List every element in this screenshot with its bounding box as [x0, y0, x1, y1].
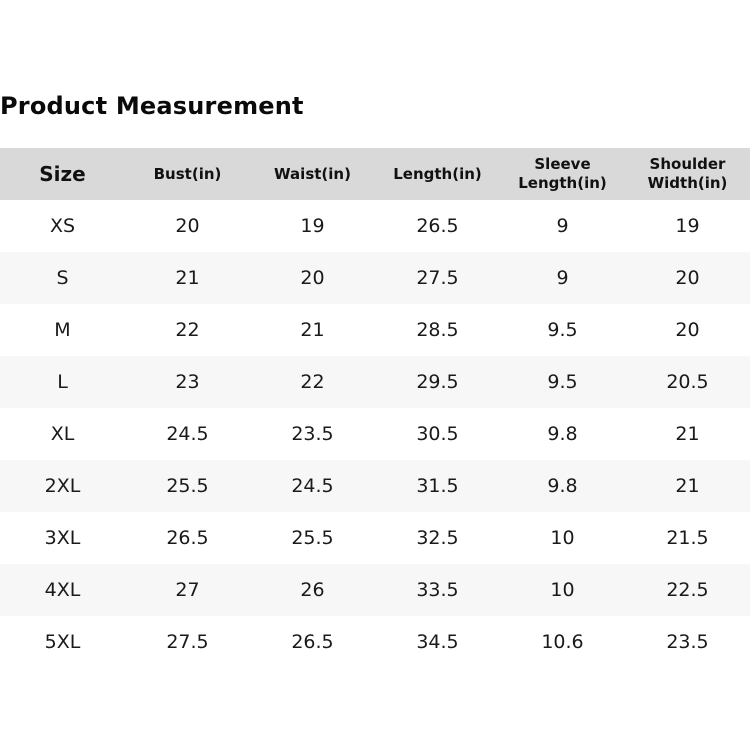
cell-sleeve-length: 9.8 [547, 475, 578, 497]
cell-size: 5XL [44, 631, 81, 653]
header-cell-bust: Bust(in) [125, 165, 250, 184]
cell-bust: 21 [175, 267, 200, 289]
cell-shoulder-width: 23.5 [666, 631, 709, 653]
table-row: 2XL 25.5 24.5 31.5 9.8 21 [0, 460, 750, 512]
cell-sleeve-length: 9.5 [547, 319, 578, 341]
header-line: Size [39, 161, 86, 186]
cell-length: 29.5 [416, 371, 459, 393]
cell-size: S [56, 267, 69, 289]
cell-bust: 27 [175, 579, 200, 601]
cell-size: XS [49, 215, 76, 237]
header-cell-size: Size [0, 161, 125, 186]
cell-bust: 22 [175, 319, 200, 341]
cell-waist: 26 [300, 579, 325, 601]
cell-waist: 21 [300, 319, 325, 341]
cell-length: 31.5 [416, 475, 459, 497]
cell-bust: 26.5 [166, 527, 209, 549]
cell-shoulder-width: 21 [675, 475, 700, 497]
header-line: Waist(in) [274, 164, 351, 183]
cell-length: 33.5 [416, 579, 459, 601]
cell-waist: 20 [300, 267, 325, 289]
header-line: Sleeve [534, 155, 591, 173]
cell-length: 34.5 [416, 631, 459, 653]
cell-sleeve-length: 9.5 [547, 371, 578, 393]
cell-size: 2XL [44, 475, 81, 497]
cell-length: 32.5 [416, 527, 459, 549]
cell-shoulder-width: 20 [675, 267, 700, 289]
table-header-row: Size Bust(in) Waist(in) Length(in) Sleev… [0, 148, 750, 200]
cell-length: 30.5 [416, 423, 459, 445]
cell-size: L [57, 371, 68, 393]
cell-length: 28.5 [416, 319, 459, 341]
header-line: Length(in) [393, 164, 482, 183]
page-title: Product Measurement [0, 92, 304, 120]
cell-waist: 25.5 [291, 527, 334, 549]
table-row: 4XL 27 26 33.5 10 22.5 [0, 564, 750, 616]
cell-shoulder-width: 20.5 [666, 371, 709, 393]
cell-waist: 26.5 [291, 631, 334, 653]
measurement-table: Size Bust(in) Waist(in) Length(in) Sleev… [0, 148, 750, 668]
cell-sleeve-length: 9.8 [547, 423, 578, 445]
table-row: XL 24.5 23.5 30.5 9.8 21 [0, 408, 750, 460]
cell-shoulder-width: 19 [675, 215, 700, 237]
header-line: Length(in) [518, 174, 607, 192]
header-cell-length: Length(in) [375, 165, 500, 184]
cell-sleeve-length: 10 [550, 527, 575, 549]
cell-size: 4XL [44, 579, 81, 601]
table-row: M 22 21 28.5 9.5 20 [0, 304, 750, 356]
cell-length: 26.5 [416, 215, 459, 237]
cell-size: M [54, 319, 71, 341]
header-cell-sleeve-length: Sleeve Length(in) [500, 155, 625, 193]
cell-bust: 20 [175, 215, 200, 237]
table-row: S 21 20 27.5 9 20 [0, 252, 750, 304]
cell-sleeve-length: 9 [556, 215, 569, 237]
table-row: 3XL 26.5 25.5 32.5 10 21.5 [0, 512, 750, 564]
cell-bust: 27.5 [166, 631, 209, 653]
table-row: 5XL 27.5 26.5 34.5 10.6 23.5 [0, 616, 750, 668]
cell-shoulder-width: 21 [675, 423, 700, 445]
cell-length: 27.5 [416, 267, 459, 289]
header-cell-shoulder-width: Shoulder Width(in) [625, 155, 750, 193]
cell-size: XL [50, 423, 75, 445]
table-row: L 23 22 29.5 9.5 20.5 [0, 356, 750, 408]
cell-sleeve-length: 9 [556, 267, 569, 289]
cell-waist: 23.5 [291, 423, 334, 445]
cell-waist: 22 [300, 371, 325, 393]
header-line: Shoulder [649, 155, 726, 173]
cell-waist: 19 [300, 215, 325, 237]
table-row: XS 20 19 26.5 9 19 [0, 200, 750, 252]
header-line: Width(in) [647, 174, 728, 192]
header-line: Bust(in) [153, 164, 222, 183]
cell-bust: 24.5 [166, 423, 209, 445]
cell-size: 3XL [44, 527, 81, 549]
cell-sleeve-length: 10.6 [541, 631, 584, 653]
cell-bust: 25.5 [166, 475, 209, 497]
cell-waist: 24.5 [291, 475, 334, 497]
cell-shoulder-width: 20 [675, 319, 700, 341]
cell-sleeve-length: 10 [550, 579, 575, 601]
cell-shoulder-width: 21.5 [666, 527, 709, 549]
table-body: XS 20 19 26.5 9 19 S 21 20 27.5 9 20 M 22 21 28.5 9.5 20 L… [0, 200, 750, 668]
cell-bust: 23 [175, 371, 200, 393]
header-cell-waist: Waist(in) [250, 165, 375, 184]
cell-shoulder-width: 22.5 [666, 579, 709, 601]
